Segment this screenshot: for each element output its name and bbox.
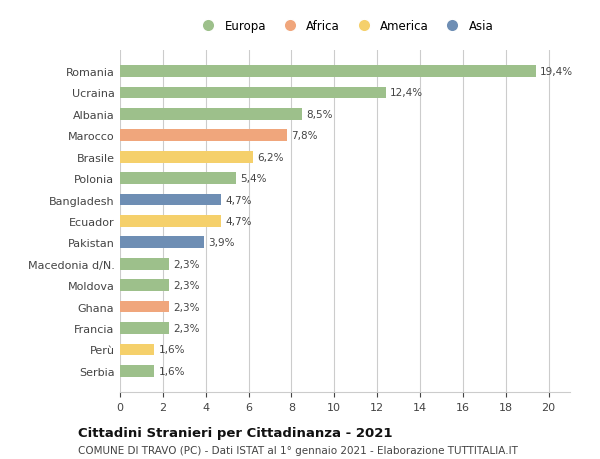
Bar: [120, 365, 154, 377]
Bar: [120, 322, 169, 334]
Bar: [120, 66, 536, 78]
Text: 6,2%: 6,2%: [257, 152, 284, 162]
Text: COMUNE DI TRAVO (PC) - Dati ISTAT al 1° gennaio 2021 - Elaborazione TUTTITALIA.I: COMUNE DI TRAVO (PC) - Dati ISTAT al 1° …: [78, 445, 518, 455]
Bar: [120, 258, 169, 270]
Text: 2,3%: 2,3%: [173, 259, 200, 269]
Text: 1,6%: 1,6%: [158, 366, 185, 376]
Bar: [120, 151, 253, 163]
Text: 5,4%: 5,4%: [240, 174, 266, 184]
Bar: [120, 216, 221, 227]
Bar: [120, 237, 203, 249]
Text: 1,6%: 1,6%: [158, 345, 185, 355]
Text: 7,8%: 7,8%: [292, 131, 318, 141]
Legend: Europa, Africa, America, Asia: Europa, Africa, America, Asia: [191, 15, 499, 38]
Bar: [120, 194, 221, 206]
Text: 3,9%: 3,9%: [208, 238, 235, 248]
Text: 2,3%: 2,3%: [173, 323, 200, 333]
Text: 4,7%: 4,7%: [225, 195, 251, 205]
Bar: [120, 130, 287, 142]
Text: 4,7%: 4,7%: [225, 217, 251, 226]
Text: 19,4%: 19,4%: [540, 67, 573, 77]
Bar: [120, 87, 386, 99]
Bar: [120, 109, 302, 121]
Bar: [120, 173, 236, 185]
Text: Cittadini Stranieri per Cittadinanza - 2021: Cittadini Stranieri per Cittadinanza - 2…: [78, 426, 392, 439]
Text: 12,4%: 12,4%: [390, 88, 423, 98]
Text: 2,3%: 2,3%: [173, 302, 200, 312]
Bar: [120, 344, 154, 356]
Text: 2,3%: 2,3%: [173, 280, 200, 291]
Text: 8,5%: 8,5%: [307, 110, 333, 120]
Bar: [120, 301, 169, 313]
Bar: [120, 280, 169, 291]
